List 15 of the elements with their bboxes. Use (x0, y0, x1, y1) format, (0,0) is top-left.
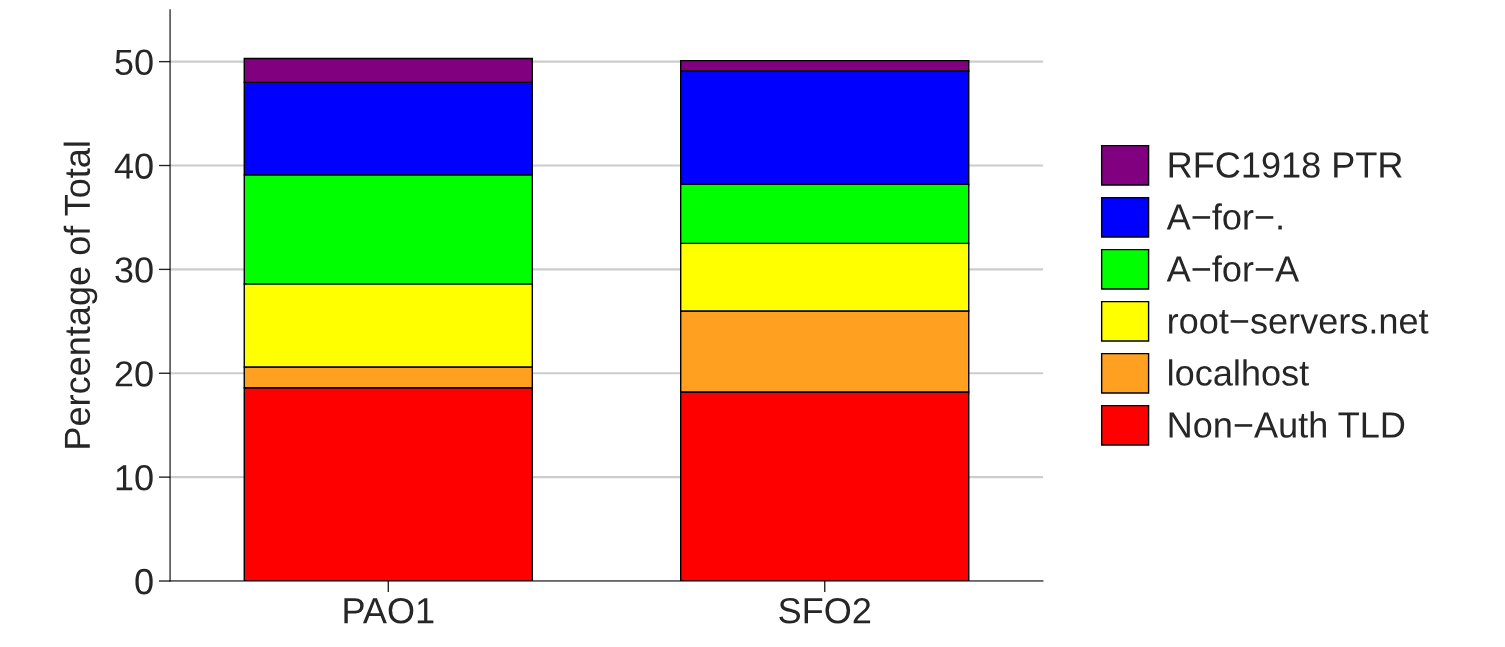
legend-label: A−for−A (1166, 255, 1300, 282)
legend-label: Non−Auth TLD (1169, 411, 1405, 438)
y-tick-label: 40 (114, 153, 153, 179)
y-tick-label: 30 (115, 257, 153, 283)
y-axis-title: Percentage of Total (63, 142, 98, 448)
x-tick-label: SFO2 (779, 597, 871, 624)
x-tick-label: PAO1 (344, 597, 434, 624)
y-tick-label: 0 (135, 568, 153, 595)
y-tick-label: 10 (116, 465, 153, 491)
legend-label: RFC1918 PTR (1169, 152, 1402, 178)
y-tick-label: 20 (115, 361, 153, 387)
legend-label: root−servers.net (1169, 310, 1429, 334)
legend-label: localhost (1169, 359, 1309, 386)
y-tick-label: 50 (115, 49, 153, 76)
legend-label: A−for−. (1166, 203, 1282, 230)
